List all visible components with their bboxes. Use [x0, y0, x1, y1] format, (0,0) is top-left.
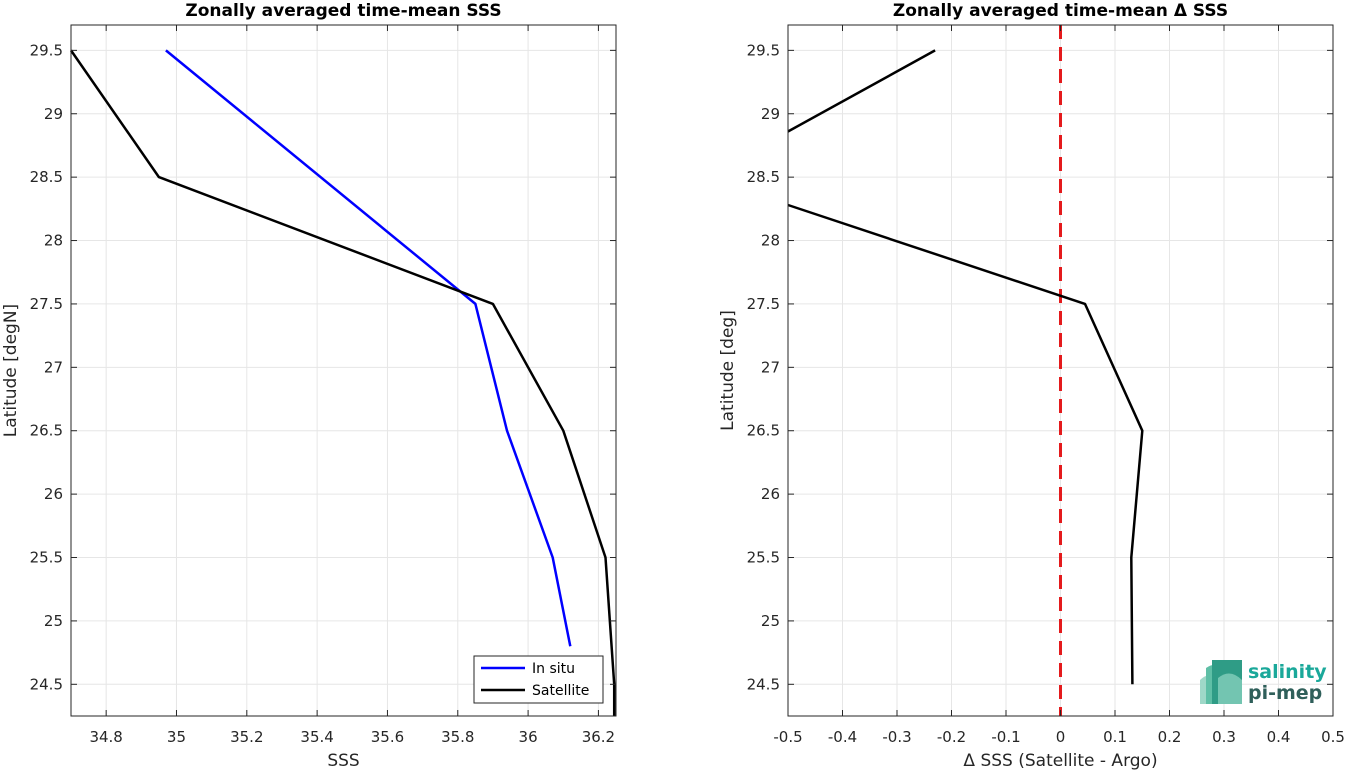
- x-tick-label: -0.4: [828, 728, 857, 746]
- x-tick-label: -0.2: [937, 728, 966, 746]
- x-tick-label: -0.5: [773, 728, 802, 746]
- y-tick-label: 25: [761, 612, 780, 630]
- y-tick-label: 28.5: [747, 168, 780, 186]
- y-tick-label: 25: [44, 612, 63, 630]
- legend-label-satellite: Satellite: [532, 683, 589, 699]
- x-axis-label-left: SSS: [327, 751, 359, 770]
- y-tick-label: 28: [44, 232, 63, 250]
- chart-title-right: Zonally averaged time-mean Δ SSS: [893, 1, 1228, 21]
- salinity-pi-mep-logo: salinity pi-mep: [1200, 660, 1327, 704]
- x-tick-label: 35.6: [371, 728, 404, 746]
- plot-area-left: [71, 25, 616, 716]
- x-tick-label: 34.8: [89, 728, 122, 746]
- x-tick-label: 35.4: [300, 728, 333, 746]
- series-line-delta-sss-1: [787, 49, 936, 133]
- x-tick-label: -0.3: [882, 728, 911, 746]
- x-tick-label: 0: [1056, 728, 1066, 746]
- y-tick-label: 29.5: [30, 41, 63, 59]
- logo-text-salinity: salinity: [1248, 661, 1327, 683]
- y-tick-label: 29.5: [747, 41, 780, 59]
- y-tick-label: 28.5: [30, 168, 63, 186]
- logo-text-pi-mep: pi-mep: [1248, 682, 1322, 704]
- legend-box: [473, 655, 604, 704]
- y-tick-label: 27: [44, 358, 63, 376]
- axes-box-left: [70, 24, 617, 717]
- y-tick-label: 27.5: [30, 295, 63, 313]
- x-tick-label: 36.2: [582, 728, 615, 746]
- series-line-delta-sss-2: [787, 203, 1144, 685]
- legend-label-in-situ: In situ: [532, 661, 575, 677]
- x-tick-label: 35.2: [230, 728, 263, 746]
- x-tick-label: 0.5: [1321, 728, 1345, 746]
- x-tick-label: 36: [519, 728, 538, 746]
- y-tick-label: 25.5: [30, 549, 63, 567]
- x-tick-label: 0.4: [1267, 728, 1291, 746]
- y-tick-label: 26.5: [747, 422, 780, 440]
- y-tick-label: 26: [761, 485, 780, 503]
- series-line-in-situ: [165, 49, 572, 647]
- y-axis-label-left: Latitude [degN]: [1, 304, 21, 437]
- logo-wave-icon: [1200, 660, 1242, 704]
- y-axis-label-right: Latitude [deg]: [718, 310, 738, 431]
- x-tick-label: 35.8: [441, 728, 474, 746]
- x-axis-label-right: Δ SSS (Satellite - Argo): [963, 751, 1157, 770]
- y-tick-label: 24.5: [30, 675, 63, 693]
- grid-left: [71, 25, 616, 716]
- legend: In situ Satellite: [473, 655, 604, 704]
- right-panel-delta-sss: Zonally averaged time-mean Δ SSS Δ SSS (…: [718, 1, 1345, 770]
- y-tick-label: 26.5: [30, 422, 63, 440]
- y-tick-label: 27: [761, 358, 780, 376]
- x-tick-label: 0.3: [1212, 728, 1236, 746]
- x-tick-label: 0.2: [1158, 728, 1182, 746]
- y-tick-label: 29: [761, 105, 780, 123]
- y-tick-label: 26: [44, 485, 63, 503]
- y-tick-label: 29: [44, 105, 63, 123]
- x-tick-label: 35: [167, 728, 186, 746]
- y-tick-label: 25.5: [747, 549, 780, 567]
- y-tick-label: 24.5: [747, 675, 780, 693]
- y-tick-label: 27.5: [747, 295, 780, 313]
- x-tick-label: -0.1: [991, 728, 1020, 746]
- chart-title-left: Zonally averaged time-mean SSS: [185, 1, 501, 21]
- x-tick-label: 0.1: [1103, 728, 1127, 746]
- y-tick-label: 28: [761, 232, 780, 250]
- left-panel-sss: Zonally averaged time-mean SSS SSS Latit…: [1, 1, 617, 770]
